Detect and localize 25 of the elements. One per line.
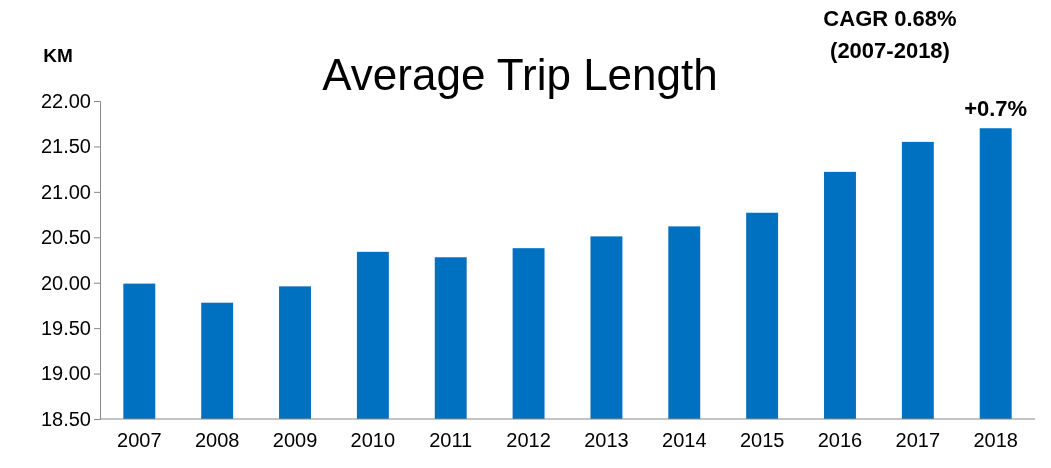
text: (2007-2018) [830,38,950,63]
y-tick-label: 19.50 [40,317,91,340]
annotation: +0.7% [964,96,1028,122]
x-tick-label: 2015 [739,429,785,451]
x-tick-label: 2014 [662,429,707,451]
y-tick-label: 19.00 [40,362,91,385]
y-tick-label: 20.00 [40,271,91,294]
x-tick-label: 2016 [817,429,863,451]
text: CAGR 0.68% [823,6,957,31]
x-tick-label: 2011 [429,429,473,451]
y-tick-label: 22.00 [40,89,91,112]
x-tick-label: 2018 [973,429,1018,451]
chart-title: Average Trip Length [322,50,718,99]
x-tick-label: 2013 [584,429,629,451]
x-tick-label: 2017 [895,429,941,451]
y-tick-label: 21.50 [40,135,91,158]
y-tick-label: 18.50 [40,407,91,430]
x-tick-label: 2009 [272,429,318,451]
x-tick-label: 2007 [117,429,162,451]
y-axis-title: KM [43,45,73,66]
y-tick-label: 20.50 [40,226,91,249]
y-tick-label: 21.00 [40,180,91,203]
x-tick-label: 2008 [194,429,240,451]
x-tick-label: 2012 [506,429,551,451]
x-tick-label: 2010 [350,429,396,451]
